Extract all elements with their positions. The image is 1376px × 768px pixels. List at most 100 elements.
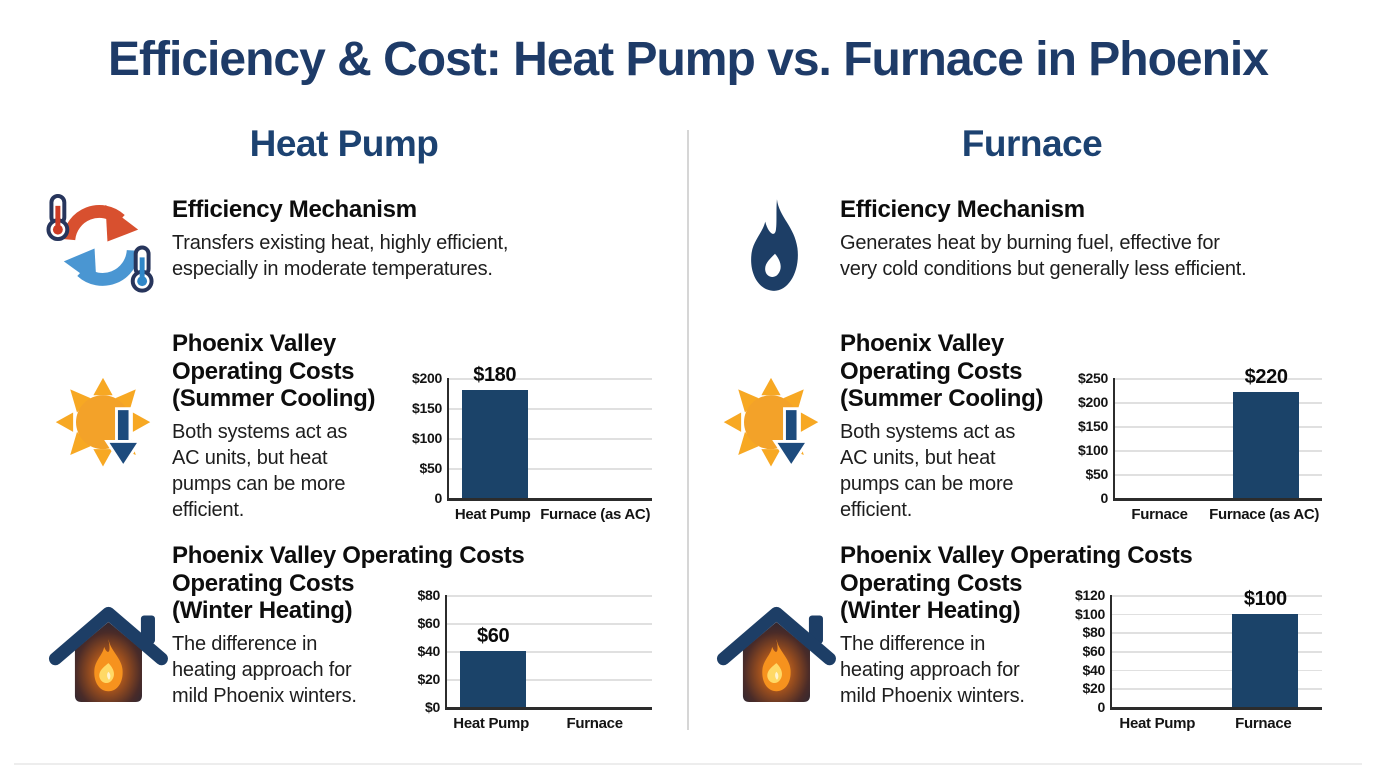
flame-icon <box>736 196 814 296</box>
y-axis-tick-label: $40 <box>1082 661 1106 678</box>
x-axis-category-label: Furnace <box>566 715 624 732</box>
gridline <box>1115 402 1322 404</box>
section-furnace-summer: Phoenix Valley Operating Costs (Summer C… <box>840 330 1055 523</box>
bar <box>460 651 527 707</box>
page-title: Efficiency & Cost: Heat Pump vs. Furnace… <box>108 33 1269 86</box>
heat-transfer-cycle-icon <box>44 192 158 298</box>
thermometer-hot-icon <box>46 193 70 242</box>
y-axis-tick-label: $80 <box>1082 624 1106 641</box>
y-axis-tick-label: $50 <box>1085 466 1109 482</box>
chart-plot-area: $60 <box>445 595 652 710</box>
gridline <box>1112 688 1322 690</box>
gridline <box>449 408 652 410</box>
sun-cooling-icon <box>50 374 156 480</box>
gridline <box>447 651 652 653</box>
gridline <box>1112 613 1322 616</box>
section-heading: Phoenix Valley Operating Costs (Summer C… <box>172 330 376 412</box>
heat-pump-summer-bar-chart: $200 $150 $100 $50 0 $180 Heat Pump Furnace (as… <box>390 364 680 538</box>
section-heat-pump-winter: Phoenix Valley Operating Costs Operating… <box>172 542 552 709</box>
section-heading: Phoenix Valley Operating Costs (Summer C… <box>840 330 1044 412</box>
y-axis-tick-label: $40 <box>417 643 441 659</box>
section-heat-pump-summer: Phoenix Valley Operating Costs (Summer C… <box>172 330 387 523</box>
y-axis-tick-label: $150 <box>1078 418 1108 434</box>
y-axis-tick-label: $60 <box>417 615 441 631</box>
y-axis-tick-label: $80 <box>417 587 441 603</box>
gridline <box>1115 474 1322 476</box>
x-axis-category-label: Furnace <box>1131 506 1188 523</box>
gridline <box>1115 450 1322 452</box>
thermometer-cold-icon <box>130 245 154 293</box>
y-axis-tick-label: $0 <box>425 699 440 715</box>
y-axis-tick-label: $100 <box>1078 442 1108 458</box>
y-axis-tick-label: $120 <box>1075 587 1105 603</box>
bar <box>1232 614 1299 707</box>
section-heading: Efficiency Mechanism <box>172 196 417 223</box>
column-header-heat-pump: Heat Pump <box>249 123 439 164</box>
y-axis-tick-label: $20 <box>417 671 441 687</box>
y-axis-tick-label: $20 <box>1082 680 1106 697</box>
x-axis-category-label: Heat Pump <box>453 715 529 732</box>
house-heating-icon <box>46 596 172 715</box>
section-body: The difference in heating approach for m… <box>172 632 357 707</box>
gridline <box>449 438 652 440</box>
gridline <box>447 595 652 597</box>
y-axis-tick-label: $100 <box>1075 605 1105 622</box>
sun-cooling-icon <box>718 374 824 480</box>
down-arrow-icon <box>772 407 811 470</box>
x-axis-category-label: Heat Pump <box>454 506 531 523</box>
y-axis-tick-label: $250 <box>1078 370 1108 386</box>
y-axis-tick-label: $50 <box>419 460 443 476</box>
chart-plot-area: $180 <box>447 364 652 501</box>
x-axis-category-label: Furnace <box>1235 715 1292 732</box>
bar-value-label: $180 <box>473 364 517 386</box>
bar <box>461 390 528 498</box>
y-axis-tick-label: $200 <box>1078 394 1108 410</box>
section-heading: Phoenix Valley Operating Costs Operating… <box>172 542 525 624</box>
column-divider <box>687 130 689 730</box>
y-axis-tick-label: 0 <box>434 490 443 506</box>
x-axis-category-label: Furnace (as AC) <box>1209 506 1320 523</box>
y-axis-tick-label: $200 <box>412 370 442 386</box>
section-body: Both systems act as AC units, but heat p… <box>172 420 348 521</box>
gridline <box>1112 632 1322 634</box>
gridline <box>1115 426 1322 428</box>
gridline <box>1115 378 1322 380</box>
down-arrow-icon <box>104 407 143 470</box>
section-body: Generates heat by burning fuel, effectiv… <box>840 231 1247 280</box>
gridline <box>447 679 652 681</box>
section-heading: Efficiency Mechanism <box>840 196 1085 223</box>
chart-plot-area: $220 <box>1113 366 1322 501</box>
x-axis-category-label: Heat Pump <box>1119 715 1196 732</box>
section-heat-pump-efficiency: Efficiency Mechanism Transfers existing … <box>172 196 652 282</box>
gridline <box>447 623 652 625</box>
column-header-furnace: Furnace <box>961 123 1103 164</box>
gridline <box>1112 669 1322 672</box>
bar-value-label: $100 <box>1243 588 1287 610</box>
gridline <box>449 468 652 470</box>
section-body: Transfers existing heat, highly efficien… <box>172 231 509 280</box>
section-body: Both systems act as AC units, but heat p… <box>840 420 1016 521</box>
bar <box>1233 392 1300 498</box>
gridline <box>449 378 652 380</box>
house-heating-icon <box>714 596 840 715</box>
y-axis-tick-label: $150 <box>412 400 442 416</box>
bar-value-label: $220 <box>1244 366 1288 388</box>
section-heading: Phoenix Valley Operating Costs Operating… <box>840 542 1193 624</box>
chart-plot-area: $100 <box>1110 588 1322 710</box>
heat-pump-winter-bar-chart: $80 $60 $40 $20 $0 $60 Heat Pump Furnace <box>388 585 678 755</box>
x-axis-category-label: Furnace (as AC) <box>540 506 651 523</box>
furnace-winter-bar-chart: $120 $100 $80 $60 $40 $20 0 $100 Heat Pump Furnac… <box>1048 585 1338 755</box>
y-axis-tick-label: $100 <box>412 430 442 446</box>
gridline <box>1112 595 1322 597</box>
section-body: The difference in heating approach for m… <box>840 632 1025 707</box>
bar-value-label: $60 <box>477 625 510 647</box>
bottom-edge-line <box>14 763 1362 765</box>
gridline <box>1112 651 1322 653</box>
furnace-summer-bar-chart: $250 $200 $150 $100 $50 0 $220 Furnace Furnace (… <box>1056 366 1346 538</box>
section-furnace-efficiency: Efficiency Mechanism Generates heat by b… <box>840 196 1340 282</box>
y-axis-tick-label: 0 <box>1097 699 1106 715</box>
y-axis-tick-label: 0 <box>1100 490 1109 506</box>
section-furnace-winter: Phoenix Valley Operating Costs Operating… <box>840 542 1220 709</box>
y-axis-tick-label: $60 <box>1082 643 1106 659</box>
